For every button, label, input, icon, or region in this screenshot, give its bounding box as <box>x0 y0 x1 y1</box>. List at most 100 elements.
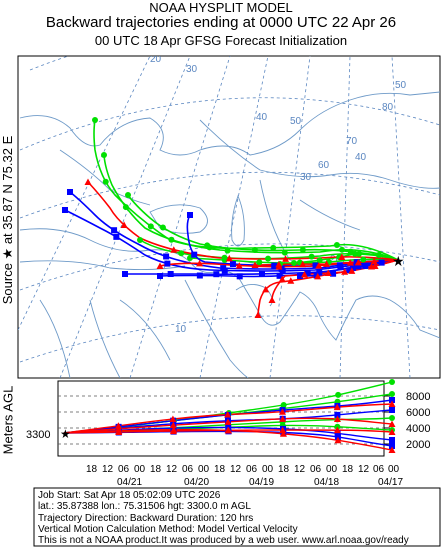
trajectory-marker <box>159 224 166 231</box>
trajectory-marker <box>169 421 177 429</box>
height-start-star-icon: ★ <box>60 427 71 441</box>
trajectory-marker <box>389 379 395 385</box>
location-text: lat.: 35.87388 lon.: 75.31506 hgt: 3300.… <box>38 501 251 512</box>
svg-text:04/17: 04/17 <box>378 477 403 488</box>
height-tick-2000: 2000 <box>406 439 430 451</box>
trajectory-marker <box>251 261 259 268</box>
trajectory-marker <box>360 256 367 263</box>
svg-text:12: 12 <box>102 464 114 475</box>
trajectory-marker <box>308 253 315 260</box>
trajectory-marker <box>224 418 232 425</box>
lon-label-50: 50 <box>290 116 302 127</box>
trajectory-marker <box>168 236 175 243</box>
svg-text:12: 12 <box>230 464 242 475</box>
date-labels: 04/21 04/20 04/19 04/18 04/17 <box>117 477 403 488</box>
start-height-label: 3300 <box>26 429 50 441</box>
map-frame <box>17 55 441 379</box>
svg-text:04/18: 04/18 <box>314 477 339 488</box>
trajectory-marker <box>67 189 73 195</box>
trajectory-marker <box>169 415 177 423</box>
svg-text:18: 18 <box>150 464 162 475</box>
trajectory-marker <box>156 262 164 269</box>
trajectory-marker <box>314 272 322 280</box>
trajectory-marker <box>304 269 311 276</box>
trajectory-marker <box>333 241 340 248</box>
svg-text:04/19: 04/19 <box>249 477 274 488</box>
svg-text:00: 00 <box>262 464 274 475</box>
trajectory-marker <box>275 260 283 268</box>
trajectory-marker <box>196 259 204 267</box>
trajectory-marker <box>388 446 396 453</box>
trajectory-marker <box>169 427 177 435</box>
height-profiles <box>63 379 396 453</box>
trajectory-marker <box>125 192 131 198</box>
trajectory-marker <box>389 397 395 403</box>
trajectory-marker <box>278 408 286 415</box>
trajectory-marker <box>84 178 92 185</box>
trajectory-marker <box>157 273 163 279</box>
trajectory-marker <box>333 415 341 423</box>
trajectory-marker <box>268 296 276 303</box>
model-title: NOAA HYSPLIT MODEL <box>149 0 293 15</box>
trajectory-marker <box>388 400 396 407</box>
trajectory-marker <box>389 407 395 413</box>
lon-label-70: 70 <box>346 136 358 147</box>
disclaimer-text: This is not a NOAA product.It was produc… <box>38 535 409 546</box>
trajectory-marker <box>346 259 354 266</box>
trajectory-marker <box>191 251 198 258</box>
height-profile-red-4 <box>63 417 393 434</box>
trajectory-marker <box>271 262 278 269</box>
trajectory-marker <box>334 430 341 437</box>
trajectory-marker <box>167 271 174 277</box>
lat-label-30: 30 <box>300 172 312 183</box>
svg-text:18: 18 <box>86 464 98 475</box>
svg-text:12: 12 <box>358 464 370 475</box>
lat-label-20: 20 <box>330 254 342 265</box>
trajectory-marker <box>290 259 297 266</box>
trajectory-marker <box>213 271 220 278</box>
trajectory-marker <box>371 262 379 270</box>
svg-text:04/21: 04/21 <box>117 477 142 488</box>
svg-text:18: 18 <box>278 464 290 475</box>
svg-text:06: 06 <box>373 464 385 475</box>
trajectory-marker <box>388 420 396 427</box>
trajectory-marker <box>229 261 236 268</box>
lat-label-40: 40 <box>355 152 367 163</box>
trajectory-marker <box>92 117 98 123</box>
trajectory-marker <box>221 257 228 264</box>
trajectory-marker <box>122 204 129 211</box>
trajectory-marker <box>316 257 323 264</box>
coastlines <box>19 91 440 378</box>
svg-text:06: 06 <box>310 464 322 475</box>
trajectory-marker <box>62 207 68 213</box>
trajectory-marker <box>281 249 288 256</box>
trajectory-blue-2 <box>64 209 399 272</box>
trajectory-marker <box>334 411 341 418</box>
trajectory-marker <box>122 271 128 277</box>
trajectory-marker <box>346 267 353 274</box>
lon-label-60: 60 <box>318 160 330 171</box>
lon-label-30: 30 <box>186 64 198 75</box>
trajectory-marker <box>323 260 331 267</box>
trajectory-marker <box>389 391 395 397</box>
trajectory-marker <box>147 223 154 230</box>
latitude-line-20 <box>19 315 440 363</box>
trajectory-marker <box>279 267 286 274</box>
map-panel: 50 40 30 20 10 20 30 40 50 60 70 80 <box>17 55 441 379</box>
svg-text:00: 00 <box>134 464 146 475</box>
trajectory-marker <box>137 237 143 243</box>
height-profile-red-2 <box>63 429 393 451</box>
svg-text:06: 06 <box>118 464 130 475</box>
trajectory-marker <box>114 422 122 429</box>
time-tick-labels: 18 12 06 00 18 12 06 00 18 12 06 00 18 1… <box>86 464 400 475</box>
trajectory-marker <box>120 221 128 229</box>
northern-coast <box>19 91 440 156</box>
trajectory-marker <box>102 178 109 185</box>
trajectory-marker <box>338 246 345 253</box>
info-box <box>33 487 441 547</box>
trajectory-marker <box>254 311 262 318</box>
trajectory-marker <box>279 426 287 434</box>
svg-text:12: 12 <box>166 464 178 475</box>
trajectory-marker <box>333 426 341 434</box>
